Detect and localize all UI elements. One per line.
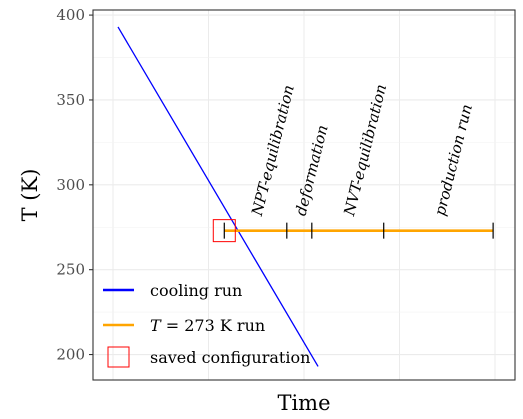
y-tick-label: 400 xyxy=(56,6,85,24)
saved-configuration-marker-group xyxy=(212,219,236,243)
panel-border xyxy=(92,9,516,381)
grid-lines xyxy=(93,10,515,380)
legend-label-273k-run: T = 273 K run xyxy=(150,316,265,335)
y-axis-ticks: 200 250 300 350 400 xyxy=(56,6,93,364)
legend: cooling run T = 273 K run saved configur… xyxy=(103,281,310,368)
y-axis-title: T (K) xyxy=(18,169,42,222)
legend-key-saved-configuration xyxy=(107,346,130,368)
legend-label-cooling-run: cooling run xyxy=(150,281,242,300)
cooling-run-line xyxy=(117,26,319,367)
y-tick-label: 350 xyxy=(56,91,85,109)
x-axis-title: Time xyxy=(277,391,330,415)
legend-label-saved-configuration: saved configuration xyxy=(150,348,310,367)
y-tick-label: 200 xyxy=(56,346,85,364)
y-tick-label: 300 xyxy=(56,176,85,194)
y-tick-label: 250 xyxy=(56,261,85,279)
saved-configuration-marker xyxy=(212,219,236,243)
series-lines xyxy=(117,26,494,367)
